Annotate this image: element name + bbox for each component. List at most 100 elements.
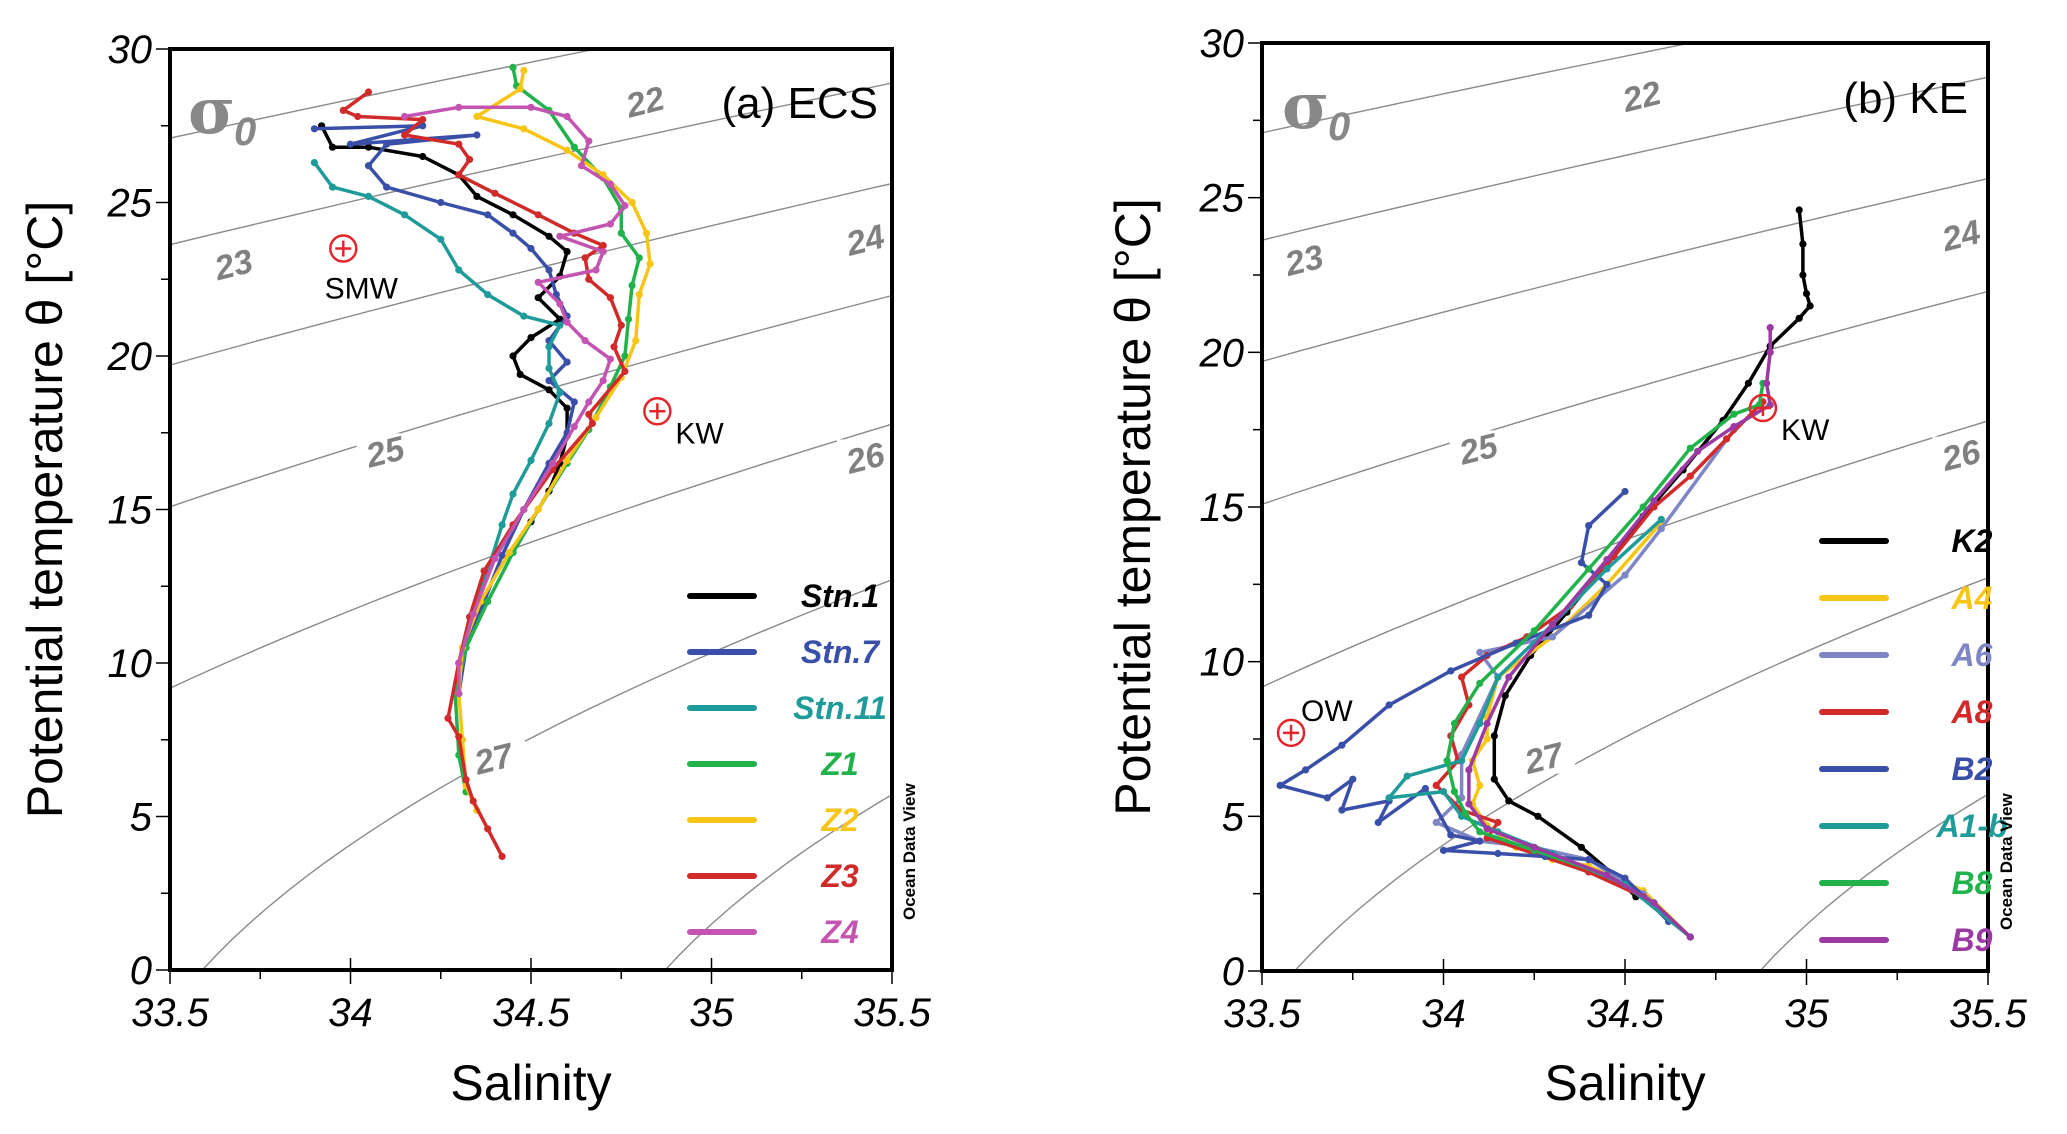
data-point — [563, 112, 571, 121]
data-point — [606, 220, 615, 228]
data-point — [545, 419, 553, 428]
data-point — [1585, 565, 1593, 573]
data-point — [354, 112, 362, 121]
isopycnal-label-bg — [1613, 77, 1674, 112]
isopycnal-label: 23 — [210, 242, 257, 288]
data-point — [1657, 515, 1665, 524]
data-point — [1577, 559, 1585, 567]
data-point — [534, 294, 542, 302]
isopycnal-line-27 — [201, 579, 892, 970]
data-point — [599, 241, 607, 250]
data-point — [1686, 472, 1694, 480]
data-point — [364, 88, 373, 96]
y-tick-label: 0 — [1222, 950, 1244, 994]
data-point — [328, 183, 337, 191]
x-tick-label: 34.5 — [1586, 992, 1665, 1036]
isopycnal-line-26 — [170, 423, 892, 690]
water-mass-marker-icon — [1748, 393, 1778, 423]
data-point — [1338, 806, 1346, 814]
data-point — [545, 364, 553, 372]
data-point — [563, 146, 571, 154]
isopycnal-label-bg — [1515, 739, 1576, 774]
data-point — [617, 321, 625, 329]
data-point — [455, 733, 463, 741]
data-point — [1799, 271, 1807, 279]
data-point — [364, 192, 373, 200]
data-point — [606, 355, 615, 363]
data-point — [383, 183, 391, 191]
isopycnal-label-bg — [1932, 436, 1993, 471]
isopycnal-label: 23 — [1280, 238, 1327, 284]
data-point — [1450, 719, 1458, 728]
isopycnal-label-bg — [1275, 241, 1336, 276]
isopycnal-line-28 — [664, 793, 892, 970]
panel-title: (b) KE — [1843, 74, 1968, 123]
x-tick-label: 33.5 — [131, 991, 210, 1035]
legend-label: Stn.11 — [793, 690, 887, 726]
y-tick-label: 5 — [130, 796, 153, 840]
data-point — [585, 137, 593, 145]
series-line-z4 — [402, 105, 627, 696]
y-tick-label: 10 — [1200, 641, 1245, 685]
ocean-data-view-watermark: Ocean Data View — [900, 783, 919, 920]
data-point — [520, 312, 528, 320]
data-point — [339, 106, 347, 114]
x-tick-label: 35.5 — [853, 991, 932, 1035]
data-point — [563, 404, 571, 412]
data-point — [621, 352, 629, 360]
y-tick-label: 20 — [107, 335, 153, 379]
ocean-data-view-watermark: Ocean Data View — [1997, 793, 2016, 930]
sigma-symbol: σ — [188, 74, 235, 149]
data-point — [1302, 766, 1310, 774]
data-point — [1621, 487, 1629, 496]
data-point — [646, 260, 654, 268]
data-point — [556, 389, 564, 397]
data-point — [1385, 794, 1393, 802]
isopycnal-label-bg — [616, 83, 677, 118]
data-point — [527, 103, 535, 111]
data-point — [592, 266, 600, 274]
data-point — [509, 352, 517, 360]
x-tick-label: 35.5 — [1949, 992, 2028, 1036]
data-point — [509, 211, 517, 219]
data-point — [520, 66, 528, 75]
data-point — [466, 155, 474, 164]
data-point — [570, 143, 578, 151]
water-mass-label: SMW — [325, 273, 399, 306]
isopycnal-lines — [1262, 43, 1988, 971]
data-point — [1461, 809, 1469, 817]
x-tick-label: 34.5 — [492, 991, 571, 1035]
series-line-z2 — [457, 68, 652, 813]
y-tick-label: 5 — [1222, 795, 1245, 839]
data-point — [505, 548, 513, 557]
data-point — [527, 244, 535, 253]
data-point — [1505, 673, 1513, 681]
data-point — [556, 321, 564, 329]
water-mass-marker-icon — [1276, 718, 1306, 748]
data-point — [1494, 849, 1502, 858]
y-tick-label: 10 — [108, 642, 153, 686]
data-point — [1730, 423, 1738, 431]
y-tick-label: 15 — [1200, 486, 1245, 530]
data-point — [545, 343, 553, 351]
data-point — [1585, 522, 1593, 530]
water-mass-label: KW — [1781, 414, 1830, 447]
legend-label: Stn.7 — [801, 634, 881, 670]
data-point — [1730, 410, 1738, 418]
data-point — [1755, 401, 1763, 409]
isopycnal-line-23 — [1262, 76, 1988, 241]
data-point — [383, 140, 391, 148]
data-point — [520, 505, 528, 514]
data-point — [632, 337, 640, 345]
legend-label: Stn.1 — [801, 578, 879, 614]
water-mass-label: KW — [675, 417, 724, 450]
data-point — [545, 232, 553, 240]
data-point — [516, 370, 524, 378]
data-point — [1476, 781, 1484, 790]
series-line-stn-7 — [312, 124, 577, 696]
isopycnal-label: 22 — [621, 79, 668, 125]
data-point — [444, 714, 452, 722]
data-point — [527, 334, 535, 342]
